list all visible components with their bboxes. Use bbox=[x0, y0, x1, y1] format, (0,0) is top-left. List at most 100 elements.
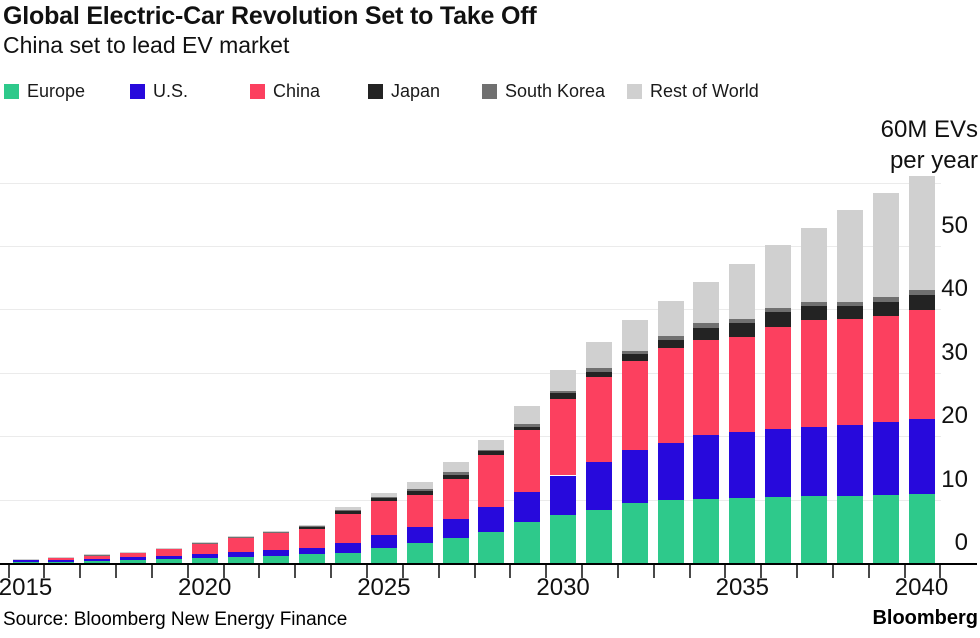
bar-2030-us bbox=[550, 475, 577, 515]
bar-2030-japan bbox=[550, 393, 577, 399]
bar-2021-restofworld bbox=[227, 536, 254, 537]
x-axis-line bbox=[0, 563, 977, 565]
bar-2020-europe bbox=[191, 557, 218, 563]
bar-2026-restofworld bbox=[406, 482, 433, 490]
x-axis-tick bbox=[366, 565, 368, 578]
bar-2034-europe bbox=[693, 498, 720, 563]
bar-2017-us bbox=[84, 558, 111, 562]
bar-2038-southkorea bbox=[836, 301, 863, 307]
y-tick-label-50: 50 bbox=[941, 212, 968, 239]
x-axis-tick bbox=[473, 565, 476, 578]
gridline-60 bbox=[0, 182, 941, 184]
bar-2032-southkorea bbox=[621, 351, 648, 355]
x-axis-tick bbox=[939, 565, 942, 578]
legend-swatch-icon bbox=[130, 84, 145, 99]
chart-title: Global Electric-Car Revolution Set to Ta… bbox=[3, 2, 537, 30]
bar-2019-europe bbox=[155, 558, 182, 563]
bar-2032-us bbox=[621, 449, 648, 503]
x-axis-tick bbox=[401, 565, 404, 578]
y-tick-label-40: 40 bbox=[941, 275, 968, 303]
x-axis-tick bbox=[294, 565, 297, 578]
x-axis-tick bbox=[258, 565, 261, 578]
bar-2022-china bbox=[263, 532, 290, 550]
bar-2030-china bbox=[550, 398, 577, 476]
x-tick-label-2020: 2020 bbox=[177, 574, 232, 601]
bar-2036-us bbox=[765, 429, 792, 498]
legend-label: South Korea bbox=[505, 81, 606, 101]
bar-2035-southkorea bbox=[729, 318, 756, 324]
bar-2038-china bbox=[836, 318, 863, 425]
x-axis-tick bbox=[43, 565, 46, 578]
bar-2032-europe bbox=[621, 502, 648, 563]
x-axis-tick bbox=[867, 565, 870, 578]
y-axis-unit-line2: per year bbox=[889, 147, 978, 174]
bar-2020-japan bbox=[191, 543, 218, 544]
bar-2035-us bbox=[729, 431, 756, 499]
bar-2017-europe bbox=[84, 561, 111, 563]
bar-2020-restofworld bbox=[191, 542, 218, 544]
bar-2022-restofworld bbox=[263, 530, 290, 532]
legend-item-china: China bbox=[250, 81, 320, 102]
bar-2033-china bbox=[657, 348, 684, 444]
bar-2032-restofworld bbox=[621, 319, 648, 352]
bar-2028-southkorea bbox=[478, 449, 505, 452]
legend-item-japan: Japan bbox=[368, 81, 440, 102]
bar-2031-us bbox=[585, 462, 612, 510]
bar-2025-china bbox=[370, 501, 397, 535]
bar-2015-us bbox=[12, 560, 39, 563]
bar-2022-japan bbox=[263, 532, 290, 533]
bar-2040-japan bbox=[908, 294, 935, 311]
legend-item-us: U.S. bbox=[130, 81, 188, 102]
bar-2034-restofworld bbox=[693, 281, 720, 323]
bar-2039-europe bbox=[872, 495, 899, 563]
x-tick-label-2015: 2015 bbox=[0, 574, 53, 601]
x-axis-tick bbox=[437, 565, 440, 578]
bar-2016-europe bbox=[48, 561, 75, 563]
bar-2029-southkorea bbox=[514, 424, 541, 427]
bar-2016-us bbox=[48, 559, 75, 562]
bar-2034-china bbox=[693, 339, 720, 435]
x-axis-tick bbox=[115, 565, 118, 578]
bar-2030-restofworld bbox=[550, 370, 577, 391]
x-axis-tick bbox=[186, 565, 189, 578]
x-tick-label-2040: 2040 bbox=[894, 574, 949, 601]
gridline-40 bbox=[0, 309, 941, 311]
bar-2023-china bbox=[299, 528, 326, 549]
bar-2029-europe bbox=[514, 522, 541, 563]
bar-2031-japan bbox=[585, 371, 612, 378]
legend-item-southkorea: South Korea bbox=[482, 81, 605, 102]
bar-2037-japan bbox=[800, 306, 827, 320]
bar-2040-restofworld bbox=[908, 176, 935, 290]
legend-label: China bbox=[273, 81, 321, 101]
legend-label: Europe bbox=[27, 81, 86, 101]
y-tick-label-20: 20 bbox=[941, 402, 968, 430]
gridline-30 bbox=[0, 372, 941, 374]
bloomberg-logo: Bloomberg bbox=[872, 607, 978, 629]
bar-2033-southkorea bbox=[657, 336, 684, 340]
chart-legend: Europe U.S. China Japan South Korea Rest of W… bbox=[0, 81, 980, 103]
bar-2034-us bbox=[693, 434, 720, 499]
bar-2019-china bbox=[155, 548, 182, 556]
bar-2018-restofworld bbox=[120, 551, 147, 553]
bar-2033-us bbox=[657, 443, 684, 500]
bar-2021-us bbox=[227, 551, 254, 557]
bar-2023-europe bbox=[299, 554, 326, 563]
bar-2026-us bbox=[406, 527, 433, 544]
bar-2037-china bbox=[800, 319, 827, 428]
source-credit: Source: Bloomberg New Energy Finance bbox=[3, 609, 348, 630]
bar-2021-japan bbox=[227, 537, 254, 538]
bar-2031-southkorea bbox=[585, 367, 612, 372]
x-axis-tick bbox=[79, 565, 82, 578]
bar-2027-japan bbox=[442, 474, 469, 480]
x-axis-tick bbox=[581, 565, 584, 578]
bar-2035-china bbox=[729, 336, 756, 432]
bar-2034-japan bbox=[693, 327, 720, 340]
bar-2033-japan bbox=[657, 339, 684, 349]
x-axis-tick bbox=[7, 565, 10, 578]
bar-2026-southkorea bbox=[406, 489, 433, 492]
bar-2039-us bbox=[872, 422, 899, 496]
bar-2025-europe bbox=[370, 547, 397, 563]
bar-2030-southkorea bbox=[550, 390, 577, 394]
bar-2023-restofworld bbox=[299, 524, 326, 526]
